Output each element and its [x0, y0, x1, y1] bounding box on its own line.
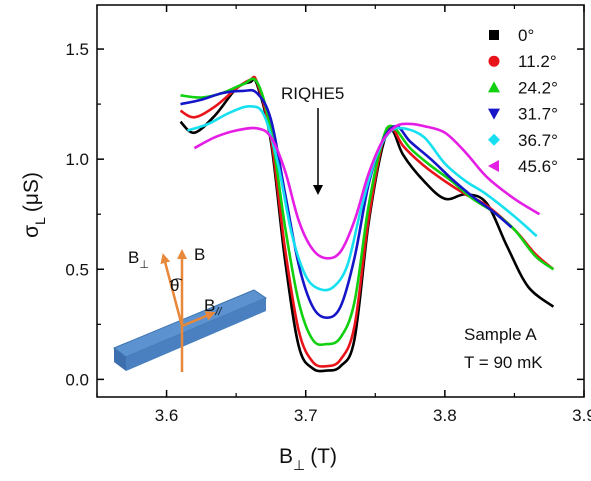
y-tick-label: 0.0: [65, 370, 89, 389]
axis-ticks: 3.6 3.7 3.8 3.9 0.0 0.5 1.0 1.5: [65, 5, 591, 425]
temperature-label: T = 90 mK: [464, 353, 543, 372]
y-axis-label: σL(μS): [20, 172, 48, 238]
legend-label: 24.2°: [518, 78, 558, 97]
legend: 0° 11.2° 24.2° 31.7° 36.7° 45.6°: [488, 26, 558, 176]
x-tick-label: 3.9: [572, 406, 591, 425]
legend-label: 36.7°: [518, 131, 558, 150]
sample-label: Sample A: [464, 325, 537, 344]
series-line-4: [187, 104, 538, 292]
inset-bar-front: [114, 348, 126, 371]
data-curves: [179, 75, 555, 373]
series-line-3: [180, 88, 513, 319]
x-tick-label: 3.6: [155, 406, 179, 425]
legend-marker: [489, 30, 499, 40]
legend-marker: [488, 55, 500, 67]
legend-label: 0°: [518, 26, 534, 45]
plot-frame: [96, 4, 585, 398]
inset-diagram: B⊥ B θ B//: [112, 245, 268, 372]
series-line-2: [180, 77, 555, 347]
inset-bar-side: [126, 298, 266, 371]
inset-b-par-label: B//: [204, 296, 222, 318]
legend-label: 45.6°: [518, 157, 558, 176]
x-tick-label: 3.8: [433, 406, 457, 425]
y-tick-label: 0.5: [65, 260, 89, 279]
riqhe5-label: RIQHE5: [281, 84, 344, 103]
legend-marker: [488, 81, 500, 93]
inset-b-label: B: [194, 245, 205, 264]
x-tick-label: 3.7: [294, 406, 318, 425]
legend-marker: [488, 108, 500, 120]
x-axis-label: B⊥ (T): [279, 445, 337, 473]
legend-label: 11.2°: [518, 52, 557, 71]
inset-b-perp-label: B⊥: [128, 248, 149, 271]
inset-theta-label: θ: [170, 276, 179, 295]
legend-label: 31.7°: [518, 105, 558, 124]
legend-marker: [488, 160, 499, 172]
inset-b-par-arrow: [181, 311, 216, 328]
legend-marker: [488, 133, 500, 146]
series-line-5: [193, 122, 541, 260]
inset-b-perp-arrow: [160, 253, 184, 327]
y-tick-label: 1.0: [65, 150, 89, 169]
inset-theta-arc: [169, 278, 183, 283]
y-tick-label: 1.5: [65, 40, 89, 59]
